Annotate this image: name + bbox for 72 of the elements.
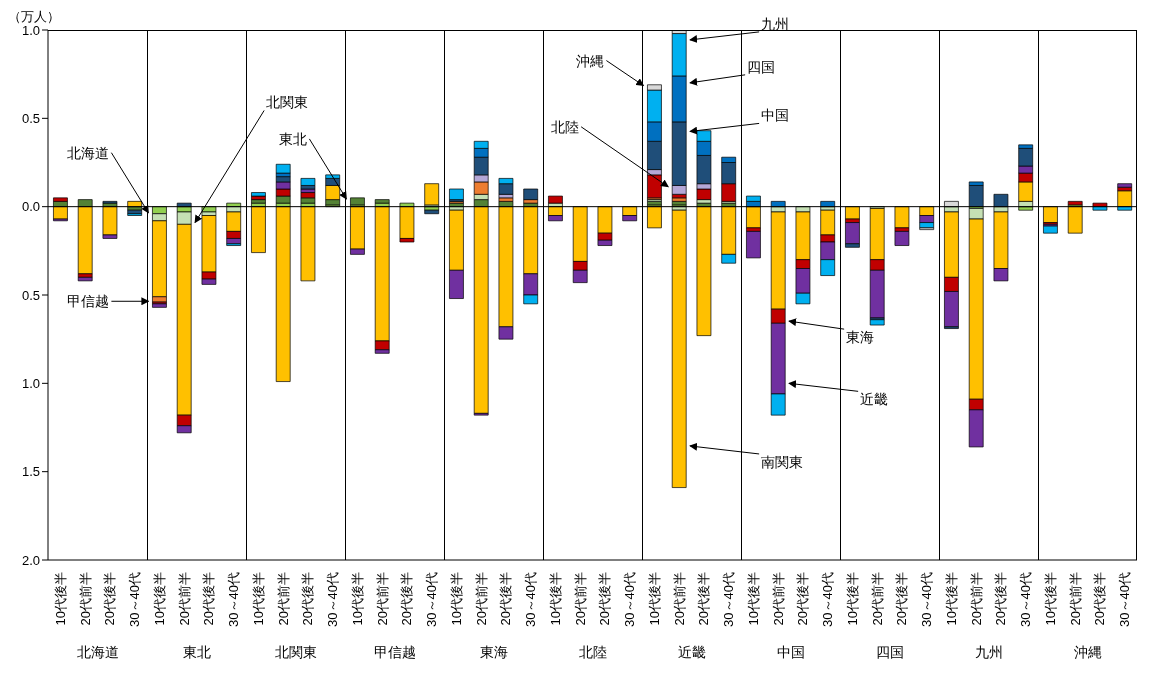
- text: 沖縄: [576, 52, 605, 69]
- text: 南関東: [761, 453, 804, 470]
- x-axis-title: 東海: [478, 644, 509, 662]
- x-tick-label: 30～40代: [226, 572, 242, 627]
- x-tick-label: 20代前半: [176, 572, 192, 626]
- x-tick-label: 20代前半: [275, 572, 291, 626]
- y-tick-label: 1.0: [21, 375, 40, 391]
- x-tick-label: 10代後半: [448, 572, 464, 626]
- x-tick-label: 30～40代: [1117, 572, 1133, 627]
- x-tick-label: 20代前半: [572, 572, 588, 626]
- x-axis-title: 中国: [775, 644, 806, 662]
- x-tick-label: 20代前半: [770, 572, 786, 626]
- x-tick-label: 10代後半: [250, 572, 266, 626]
- x-axis-title: 北関東: [273, 644, 318, 662]
- x-tick-label: 20代後半: [597, 572, 613, 626]
- y-tick-label: 0.0: [21, 199, 40, 215]
- text: 近畿: [860, 391, 889, 408]
- x-tick-label: 30～40代: [1018, 572, 1034, 627]
- x-tick-label: 10代後半: [52, 572, 68, 626]
- x-axis-title: 沖縄: [1072, 644, 1103, 662]
- y-tick-label: 1.5: [21, 464, 40, 480]
- x-tick-label: 30～40代: [424, 572, 440, 627]
- x-tick-label: 20代後半: [993, 572, 1009, 626]
- x-tick-label: 20代後半: [102, 572, 118, 626]
- x-tick-label: 10代後半: [547, 572, 563, 626]
- x-axis-title: 甲信越: [372, 644, 417, 662]
- x-tick-label: 30～40代: [622, 572, 638, 627]
- x-tick-label: 20代後半: [894, 572, 910, 626]
- y-tick-label: 0.5: [21, 110, 40, 126]
- x-axis-title: 四国: [874, 644, 905, 662]
- x-tick-label: 30～40代: [820, 572, 836, 627]
- text: 四国: [747, 58, 776, 75]
- x-axis-title: 近畿: [676, 644, 707, 662]
- x-tick-label: 10代後半: [844, 572, 860, 626]
- x-tick-label: 10代後半: [745, 572, 761, 626]
- x-tick-label: 10代後半: [151, 572, 167, 626]
- x-tick-label: 10代後半: [1042, 572, 1058, 626]
- text: 北陸: [551, 118, 580, 135]
- text: 北海道: [67, 144, 110, 161]
- x-tick-label: 10代後半: [646, 572, 662, 626]
- x-axis-title: 東北: [181, 644, 212, 662]
- x-tick-label: 20代前半: [968, 572, 984, 626]
- x-tick-label: 20代後半: [300, 572, 316, 626]
- x-axis-title: 北陸: [577, 644, 608, 662]
- x-tick-label: 20代後半: [498, 572, 514, 626]
- y-tick-label: 0.5: [21, 287, 40, 303]
- text: 中国: [761, 107, 790, 124]
- x-tick-label: 30～40代: [325, 572, 341, 627]
- text: 東海: [846, 329, 875, 346]
- x-tick-label: 20代後半: [1092, 572, 1108, 626]
- x-tick-label: 20代後半: [201, 572, 217, 626]
- x-tick-label: 20代前半: [869, 572, 885, 626]
- x-axis-title: 九州: [973, 644, 1004, 662]
- legend-label: 甲信越: [67, 293, 110, 310]
- text: 北関東: [266, 94, 309, 111]
- x-tick-label: 20代後半: [696, 572, 712, 626]
- x-tick-label: 30～40代: [523, 572, 539, 627]
- x-tick-label: 30～40代: [919, 572, 935, 627]
- x-tick-label: 20代前半: [77, 572, 93, 626]
- x-tick-label: 30～40代: [127, 572, 143, 627]
- x-tick-label: 20代前半: [671, 572, 687, 626]
- x-axis-title: 北海道: [75, 644, 120, 662]
- x-tick-label: 20代後半: [795, 572, 811, 626]
- x-tick-label: 30～40代: [721, 572, 737, 627]
- text: 東北: [279, 130, 308, 147]
- x-tick-label: 10代後半: [943, 572, 959, 626]
- x-tick-label: 10代後半: [349, 572, 365, 626]
- x-tick-label: 20代前半: [473, 572, 489, 626]
- y-tick-label: 2.0: [21, 552, 40, 568]
- x-tick-label: 20代後半: [399, 572, 415, 626]
- x-tick-label: 20代前半: [1067, 572, 1083, 626]
- x-tick-label: 20代前半: [374, 572, 390, 626]
